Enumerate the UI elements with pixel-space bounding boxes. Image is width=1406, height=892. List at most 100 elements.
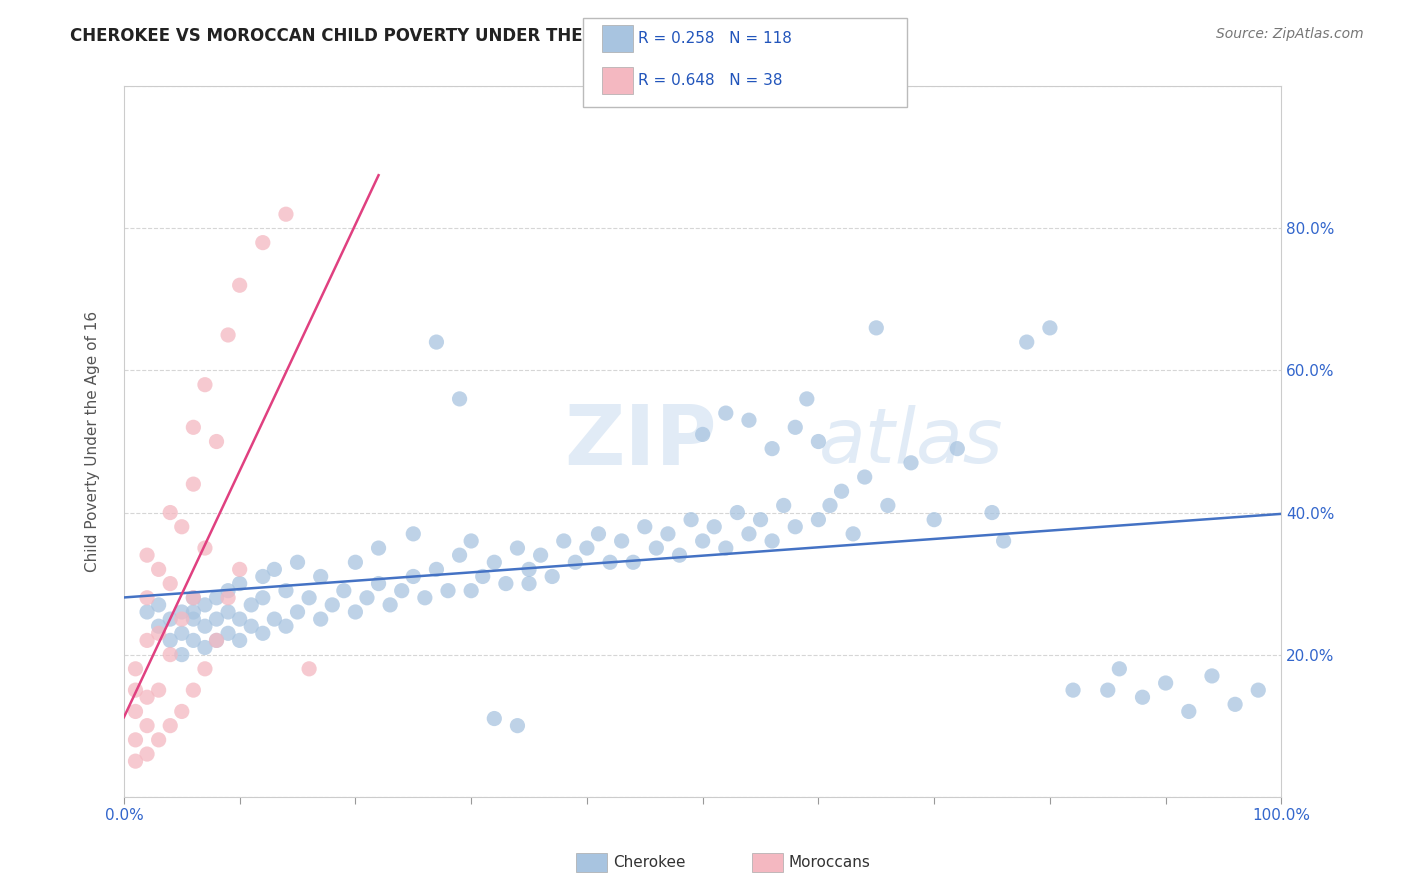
- Point: [553, 533, 575, 548]
- Point: [228, 612, 250, 626]
- Text: CHEROKEE VS MOROCCAN CHILD POVERTY UNDER THE AGE OF 16 CORRELATION CHART: CHEROKEE VS MOROCCAN CHILD POVERTY UNDER…: [70, 27, 891, 45]
- Point: [183, 683, 205, 698]
- Point: [657, 526, 679, 541]
- Point: [865, 321, 887, 335]
- Point: [575, 541, 598, 555]
- Point: [136, 747, 159, 761]
- Point: [853, 470, 876, 484]
- Point: [240, 598, 263, 612]
- Point: [287, 555, 309, 569]
- Point: [252, 591, 274, 605]
- Point: [205, 434, 228, 449]
- Text: ZIP: ZIP: [564, 401, 716, 482]
- Point: [287, 605, 309, 619]
- Point: [298, 591, 321, 605]
- Point: [484, 555, 506, 569]
- Point: [599, 555, 621, 569]
- Point: [148, 562, 170, 576]
- Point: [309, 612, 332, 626]
- Point: [136, 690, 159, 705]
- Point: [1015, 334, 1038, 349]
- Point: [668, 548, 690, 562]
- Point: [252, 235, 274, 250]
- Point: [506, 541, 529, 555]
- Point: [460, 583, 482, 598]
- Point: [194, 598, 217, 612]
- Text: atlas: atlas: [818, 404, 1002, 478]
- Point: [506, 719, 529, 733]
- Point: [449, 392, 471, 406]
- Point: [170, 626, 193, 640]
- Point: [298, 662, 321, 676]
- Point: [772, 499, 794, 513]
- Point: [159, 719, 181, 733]
- Point: [321, 598, 343, 612]
- Point: [391, 583, 413, 598]
- Point: [749, 513, 772, 527]
- Point: [1132, 690, 1154, 705]
- Point: [148, 598, 170, 612]
- Point: [217, 328, 239, 343]
- Point: [1097, 683, 1119, 698]
- Point: [425, 562, 447, 576]
- Point: [818, 499, 841, 513]
- Point: [309, 569, 332, 583]
- Text: Moroccans: Moroccans: [789, 855, 870, 870]
- Point: [124, 732, 146, 747]
- Point: [344, 605, 367, 619]
- Point: [183, 591, 205, 605]
- Point: [148, 683, 170, 698]
- Point: [217, 626, 239, 640]
- Point: [807, 513, 830, 527]
- Point: [460, 533, 482, 548]
- Point: [738, 526, 761, 541]
- Point: [183, 612, 205, 626]
- Point: [785, 420, 807, 434]
- Point: [564, 555, 586, 569]
- Point: [159, 612, 181, 626]
- Point: [217, 583, 239, 598]
- Point: [136, 719, 159, 733]
- Point: [136, 548, 159, 562]
- Point: [761, 533, 783, 548]
- Point: [124, 662, 146, 676]
- Point: [842, 526, 865, 541]
- Text: R = 0.258   N = 118: R = 0.258 N = 118: [638, 31, 792, 45]
- Point: [437, 583, 460, 598]
- Point: [124, 754, 146, 768]
- Point: [148, 626, 170, 640]
- Point: [263, 562, 285, 576]
- Point: [263, 612, 285, 626]
- Point: [159, 506, 181, 520]
- Point: [367, 541, 389, 555]
- Point: [588, 526, 610, 541]
- Point: [714, 406, 737, 420]
- Point: [333, 583, 356, 598]
- Point: [170, 648, 193, 662]
- Point: [725, 506, 748, 520]
- Point: [484, 712, 506, 726]
- Text: Cherokee: Cherokee: [613, 855, 686, 870]
- Point: [796, 392, 818, 406]
- Point: [692, 533, 714, 548]
- Point: [136, 633, 159, 648]
- Point: [738, 413, 761, 427]
- Point: [170, 705, 193, 719]
- Point: [1154, 676, 1177, 690]
- Point: [541, 569, 564, 583]
- Point: [183, 477, 205, 491]
- Point: [228, 562, 250, 576]
- Point: [1062, 683, 1084, 698]
- Point: [274, 619, 297, 633]
- Point: [1223, 698, 1246, 712]
- Point: [136, 605, 159, 619]
- Point: [183, 633, 205, 648]
- Point: [194, 541, 217, 555]
- Point: [194, 377, 217, 392]
- Point: [993, 533, 1015, 548]
- Point: [124, 683, 146, 698]
- Point: [136, 591, 159, 605]
- Point: [367, 576, 389, 591]
- Text: Source: ZipAtlas.com: Source: ZipAtlas.com: [1216, 27, 1364, 41]
- Point: [170, 605, 193, 619]
